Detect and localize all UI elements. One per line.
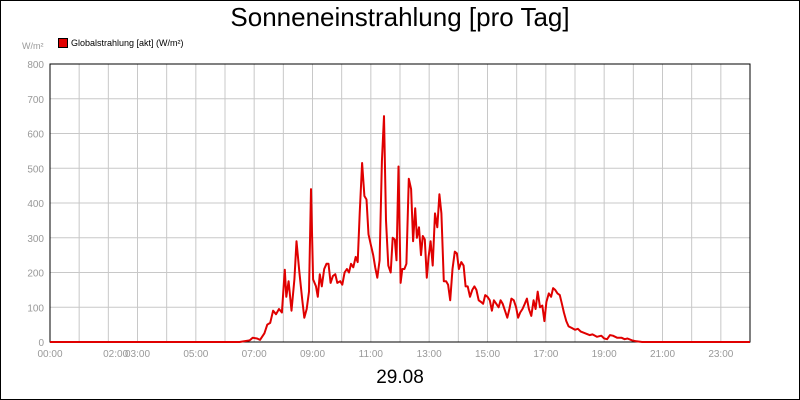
y-tick-label: 100 [27,303,44,314]
x-tick-label: 17:00 [533,349,558,360]
legend: Globalstrahlung [akt] (W/m²) [58,38,184,48]
x-tick-label: 05:00 [183,349,208,360]
y-tick-label: 800 [27,60,44,71]
x-tick-label: 13:00 [417,349,442,360]
x-tick-label: 23:00 [708,349,733,360]
x-tick-label: 11:00 [359,349,384,360]
y-axis-unit-label: W/m² [22,41,44,51]
y-tick-label: 600 [27,130,44,141]
series-line [50,115,750,343]
x-tick-label: 21:00 [650,349,675,360]
x-tick-label: 02:00 [103,349,128,360]
plot-border [49,63,751,343]
date-label: 29.08 [376,367,424,388]
y-tick-label: 300 [27,234,44,245]
x-tick-label: 00:00 [37,349,62,360]
y-tick-label: 200 [27,269,44,280]
chart-title: Sonneneinstrahlung [pro Tag] [230,2,570,32]
x-tick-label: 15:00 [475,349,500,360]
x-tick-label: 09:00 [300,349,325,360]
x-tick-label: 19:00 [592,349,617,360]
x-tick-label: 07:00 [242,349,267,360]
x-tick-label: 03:00 [125,349,150,360]
legend-label: Globalstrahlung [akt] (W/m²) [71,38,184,48]
y-tick-label: 400 [27,199,44,210]
y-tick-label: 700 [27,95,44,106]
y-tick-label: 500 [27,164,44,175]
y-tick-label: 0 [38,338,44,349]
legend-swatch [58,38,68,48]
